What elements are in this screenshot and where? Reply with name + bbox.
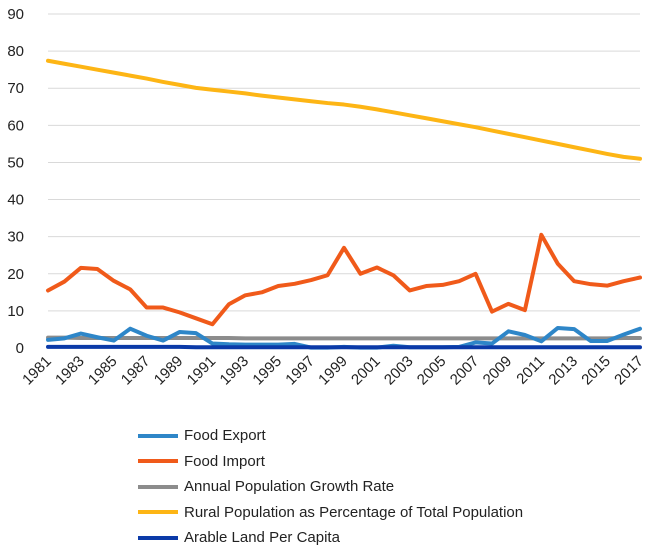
y-tick-label: 30	[7, 229, 24, 246]
x-tick-label: 1981	[19, 353, 55, 389]
x-tick-label: 2001	[348, 353, 384, 389]
x-tick-label: 1985	[85, 353, 121, 389]
legend-item-food-export: Food Export	[138, 423, 618, 449]
series-line-rural-population-as-percentage-of-total-population	[46, 58, 642, 161]
y-axis-tick-labels: 0 10 20 30 40 50 60 70 80 90	[7, 6, 24, 357]
series-line-food-import	[46, 232, 642, 327]
series-line-annual-population-growth-rate	[46, 335, 642, 341]
legend-label-food-export: Food Export	[184, 427, 266, 445]
x-tick-label: 1991	[184, 353, 220, 389]
x-tick-label: 1983	[52, 353, 88, 389]
legend-label-food-import: Food Import	[184, 452, 265, 470]
x-axis-tick-labels: 1981198319851987198919911993199519971999…	[19, 353, 647, 389]
legend-swatch-rural-population	[138, 510, 178, 515]
x-tick-label: 1997	[282, 353, 318, 389]
y-tick-label: 10	[7, 303, 24, 320]
x-tick-label: 1993	[217, 353, 253, 389]
line-chart: 0 10 20 30 40 50 60 70 80 90 19811983198519871989…	[7, 6, 647, 389]
legend-label-rural-population: Rural Population as Percentage of Total …	[184, 503, 524, 521]
x-tick-label: 1995	[249, 353, 285, 389]
y-tick-label: 60	[7, 117, 24, 134]
x-tick-label: 2011	[513, 353, 548, 388]
y-tick-label: 90	[7, 6, 24, 23]
legend-swatch-arable-land	[138, 535, 178, 540]
legend-item-population-growth: Annual Population Growth Rate	[138, 474, 618, 500]
legend: Food Export Food Import Annual Populatio…	[138, 423, 618, 551]
x-tick-label: 1999	[315, 353, 351, 389]
legend-swatch-food-export	[138, 433, 178, 438]
legend-item-food-import: Food Import	[138, 449, 618, 475]
legend-label-population-growth: Annual Population Growth Rate	[184, 478, 395, 496]
x-tick-label: 2013	[545, 353, 581, 389]
gridlines	[48, 13, 640, 349]
legend-swatch-food-import	[138, 459, 178, 464]
x-tick-label: 1987	[118, 353, 154, 389]
x-tick-label: 1989	[151, 353, 187, 389]
y-tick-label: 80	[7, 43, 24, 60]
legend-item-arable-land: Arable Land Per Capita	[138, 525, 618, 551]
x-tick-label: 2009	[480, 353, 516, 389]
x-tick-label: 2017	[611, 353, 647, 389]
x-tick-label: 2003	[381, 353, 417, 389]
y-tick-label: 50	[7, 154, 24, 171]
y-tick-label: 0	[16, 340, 24, 357]
legend-item-rural-population: Rural Population as Percentage of Total …	[138, 500, 618, 526]
x-tick-label: 2015	[578, 353, 614, 389]
legend-label-arable-land: Arable Land Per Capita	[184, 529, 340, 547]
y-tick-label: 70	[7, 80, 24, 97]
series-lines	[46, 58, 642, 350]
legend-swatch-population-growth	[138, 484, 178, 489]
x-tick-label: 2005	[414, 353, 450, 389]
x-tick-label: 2007	[447, 353, 483, 389]
y-tick-label: 20	[7, 266, 24, 283]
y-tick-label: 40	[7, 192, 24, 209]
